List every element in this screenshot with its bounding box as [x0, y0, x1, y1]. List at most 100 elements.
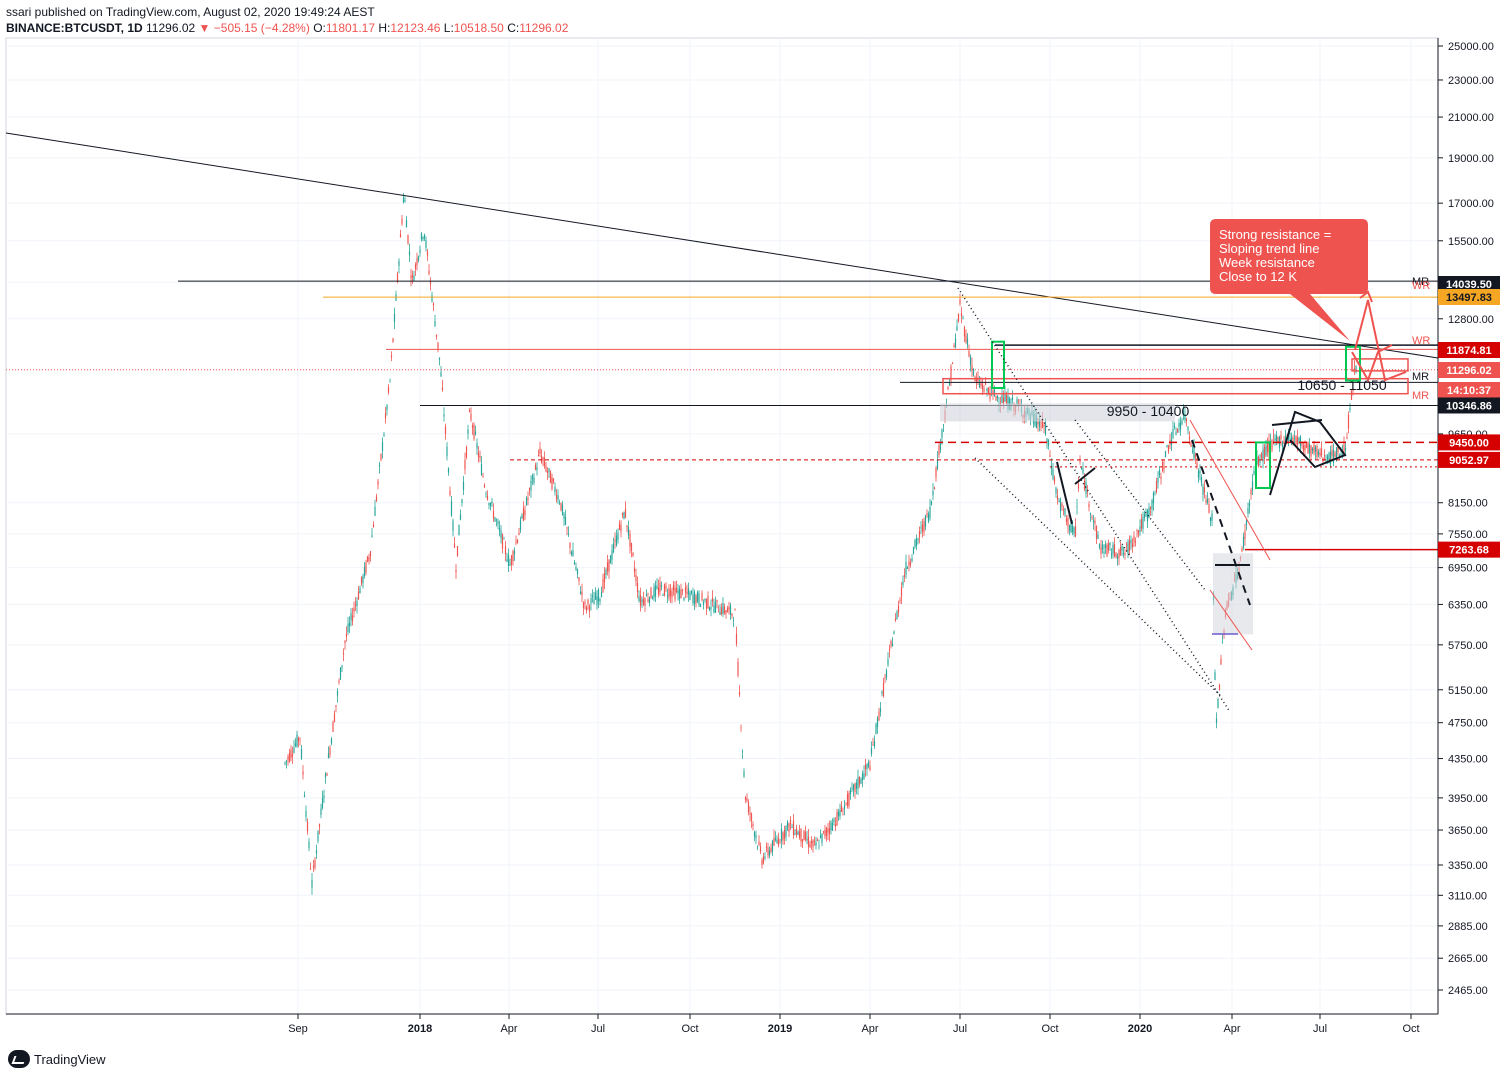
price-tag-label: 11874.81	[1446, 345, 1491, 357]
x-tick-label: 2020	[1128, 1023, 1152, 1035]
y-axis[interactable]: 25000.00 23000.00 21000.00 19000.00 17000.00…	[1437, 38, 1494, 1014]
price-tag-bg	[1438, 451, 1500, 468]
price-tag-bg	[1438, 289, 1500, 305]
plot-area[interactable]	[5, 37, 1439, 1015]
annotation-callout: Strong resistance =Sloping trend lineWee…	[1210, 219, 1368, 341]
x-tick-label: Apr	[500, 1023, 517, 1035]
annotation-line: Sloping trend line	[1219, 241, 1319, 256]
channel-line	[974, 457, 1221, 696]
price-tag: 14039.50	[1438, 276, 1500, 292]
zone-rect	[940, 403, 1175, 422]
price-tag: 14:10:37	[1438, 382, 1500, 398]
y-tick-label: 3650.00	[1448, 825, 1488, 837]
arrowhead-icon	[1359, 290, 1373, 303]
price-tag: 11874.81	[1438, 342, 1500, 358]
y-tick-label: 4750.00	[1448, 718, 1488, 730]
grid-lines	[6, 38, 1438, 1014]
annotation-bubble	[1210, 219, 1368, 341]
y-tick-label: 2885.00	[1448, 921, 1488, 933]
low-label: L:	[443, 21, 454, 35]
x-tick-label: 2019	[768, 1023, 792, 1035]
y-tick-label: 5750.00	[1448, 640, 1488, 652]
y-tick-label: 2665.00	[1448, 953, 1488, 965]
level-label: MR	[1412, 276, 1429, 288]
dashed-line	[1191, 439, 1251, 606]
y-tick-label: 17000.00	[1448, 198, 1494, 210]
pattern-line	[1074, 467, 1096, 485]
y-tick-label: 6950.00	[1448, 563, 1488, 575]
x-tick-label: Apr	[861, 1023, 878, 1035]
price-tag: 13497.83	[1438, 289, 1500, 305]
y-tick-label: 3110.00	[1448, 890, 1487, 902]
chart-header: ssari published on TradingView.com, Augu…	[6, 4, 568, 36]
y-tick-label: 2465.00	[1448, 985, 1488, 997]
y-tick-label: 6350.00	[1448, 599, 1488, 611]
ohlc-line: BINANCE:BTCUSDT, 1D 11296.02 ▼ −505.15 (…	[6, 20, 568, 36]
price-tag: 7263.68	[1438, 541, 1500, 558]
annotation-line: Close to 12 K	[1219, 269, 1297, 284]
y-tick-label: 19000.00	[1448, 153, 1494, 165]
y-tick-label: 12800.00	[1448, 314, 1494, 326]
zone-label: 9950 - 10400	[1107, 403, 1190, 419]
price-tag-label: 14:10:37	[1447, 385, 1491, 397]
brand-name: TradingView	[34, 1051, 106, 1067]
level-label: WR	[1412, 280, 1430, 292]
last-price: 11296.02	[146, 21, 196, 35]
y-tick-label: 7550.00	[1448, 529, 1488, 541]
price-tag-bg	[1438, 434, 1500, 451]
green-box	[1255, 441, 1271, 489]
x-tick-label: Oct	[1402, 1023, 1419, 1035]
price-tag: 9052.97	[1438, 451, 1500, 468]
price-tag-label: 9052.97	[1449, 455, 1489, 467]
price-tag-bg	[1438, 362, 1500, 378]
y-tick-label: 23000.00	[1448, 75, 1494, 87]
level-label: MR	[1412, 371, 1429, 383]
close-value: 11296.02	[519, 21, 569, 35]
x-tick-label: Jul	[591, 1023, 605, 1035]
x-tick-label: Jul	[953, 1023, 967, 1035]
triangle-pattern	[1269, 410, 1347, 496]
high-label: H:	[378, 21, 391, 35]
down-arrow-icon: ▼	[198, 21, 211, 35]
x-tick-label: Sep	[288, 1023, 308, 1035]
price-tag-bg	[1438, 382, 1500, 398]
brand-footer[interactable]: TradingView	[8, 1050, 106, 1068]
x-axis[interactable]: Sep 2018 Apr Jul Oct 2019 Apr Jul Oct 2020 Apr Jul O…	[6, 1013, 1438, 1035]
y-tick-label: 25000.00	[1448, 41, 1494, 53]
close-label: C:	[507, 21, 520, 35]
zone-rect	[942, 377, 1409, 395]
price-tag-bg	[1438, 541, 1500, 558]
red-channel-line	[1189, 419, 1271, 561]
price-tag: 11296.02	[1438, 362, 1500, 378]
green-box	[991, 340, 1005, 390]
candles	[284, 193, 1357, 895]
price-tag: 10346.86	[1438, 397, 1500, 414]
y-tick-label: 21000.00	[1448, 112, 1494, 124]
low-value: 10518.50	[453, 21, 504, 35]
y-tick-label: 4350.00	[1448, 754, 1488, 766]
x-tick-label: Jul	[1313, 1023, 1327, 1035]
annotation-line: Strong resistance =	[1219, 227, 1331, 242]
price-tag-label: 10346.86	[1446, 400, 1492, 412]
price-tag-label: 7263.68	[1449, 545, 1489, 557]
price-tag-label: 13497.83	[1446, 292, 1492, 304]
level-label: WR	[1412, 335, 1430, 347]
level-label: MR	[1412, 390, 1429, 402]
price-tag: 9450.00	[1438, 434, 1500, 451]
pattern-line	[1056, 461, 1073, 525]
price-tag-label: 11296.02	[1446, 365, 1491, 377]
publish-line: ssari published on TradingView.com, Augu…	[6, 5, 375, 19]
price-tag-bg	[1438, 397, 1500, 414]
triangle-pattern	[1271, 419, 1323, 426]
x-tick-label: 2018	[408, 1023, 432, 1035]
x-tick-label: Oct	[681, 1023, 698, 1035]
y-tick-label: 5150.00	[1448, 685, 1488, 697]
annotation-line: Week resistance	[1219, 255, 1315, 270]
high-value: 12123.46	[390, 21, 441, 35]
price-tag-label: 9450.00	[1449, 437, 1489, 449]
sloping-trendline	[5, 132, 1439, 359]
y-tick-label: 3950.00	[1448, 793, 1488, 805]
projection-path	[1351, 344, 1393, 383]
